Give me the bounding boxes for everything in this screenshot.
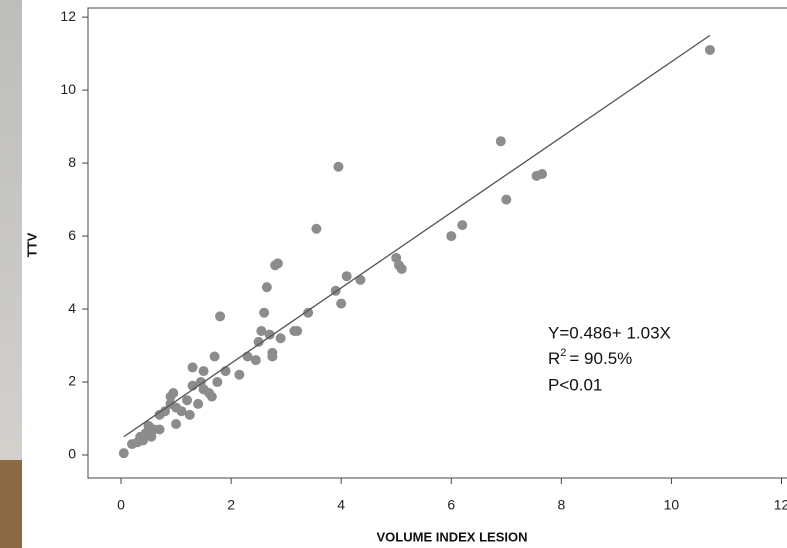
point bbox=[501, 194, 512, 205]
point bbox=[234, 369, 245, 380]
x-tick-label: 6 bbox=[447, 497, 455, 513]
point bbox=[206, 391, 217, 402]
y-tick-label: 8 bbox=[68, 154, 76, 170]
y-tick-label: 12 bbox=[60, 8, 76, 24]
y-axis-label: TTV bbox=[24, 232, 39, 257]
point bbox=[182, 395, 193, 406]
r-squared: R2 = 90.5% bbox=[548, 347, 632, 369]
slide-decoration bbox=[0, 460, 22, 548]
point bbox=[118, 448, 129, 459]
r-squared-base: R bbox=[548, 349, 560, 368]
point bbox=[303, 307, 314, 318]
r-squared-text: = 90.5% bbox=[569, 349, 632, 368]
y-tick-label: 0 bbox=[68, 446, 76, 462]
point bbox=[537, 169, 548, 180]
point bbox=[193, 398, 204, 409]
annotation: Y=0.486+ 1.03X bbox=[548, 323, 671, 342]
point bbox=[341, 271, 352, 282]
y-tick-label: 10 bbox=[60, 81, 76, 97]
x-tick-label: 12 bbox=[774, 497, 787, 513]
fit-line bbox=[123, 34, 711, 438]
point bbox=[355, 274, 366, 285]
y-tick-label: 6 bbox=[68, 227, 76, 243]
x-tick-label: 10 bbox=[664, 497, 680, 513]
point bbox=[215, 311, 226, 322]
point bbox=[704, 44, 715, 55]
point bbox=[171, 418, 182, 429]
x-axis-label: VOLUME INDEX LESION bbox=[377, 529, 528, 544]
point bbox=[446, 231, 457, 242]
point bbox=[209, 351, 220, 362]
point bbox=[198, 366, 209, 377]
point bbox=[176, 406, 187, 417]
point bbox=[256, 325, 267, 336]
point bbox=[457, 220, 468, 231]
slide-background bbox=[0, 0, 22, 548]
annotation: P<0.01 bbox=[548, 375, 602, 394]
chart-background bbox=[22, 0, 787, 548]
y-tick-label: 4 bbox=[68, 300, 76, 316]
point bbox=[250, 355, 261, 366]
point bbox=[272, 258, 283, 269]
point bbox=[261, 282, 272, 293]
point bbox=[311, 223, 322, 234]
point bbox=[168, 387, 179, 398]
x-tick-label: 8 bbox=[557, 497, 565, 513]
point bbox=[184, 409, 195, 420]
x-tick-label: 4 bbox=[337, 497, 345, 513]
point bbox=[160, 406, 171, 417]
point bbox=[264, 329, 275, 340]
r-squared-sup: 2 bbox=[560, 347, 566, 359]
plot-frame bbox=[87, 7, 787, 479]
y-tick-label: 2 bbox=[68, 373, 76, 389]
point bbox=[292, 325, 303, 336]
point bbox=[259, 307, 270, 318]
point bbox=[253, 336, 264, 347]
point bbox=[396, 263, 407, 274]
point bbox=[212, 377, 223, 388]
point bbox=[495, 136, 506, 147]
point bbox=[336, 298, 347, 309]
x-tick-label: 0 bbox=[117, 497, 125, 513]
point bbox=[275, 333, 286, 344]
point bbox=[267, 351, 278, 362]
point bbox=[187, 362, 198, 373]
x-tick-label: 2 bbox=[227, 497, 235, 513]
point bbox=[154, 424, 165, 435]
point bbox=[333, 161, 344, 172]
